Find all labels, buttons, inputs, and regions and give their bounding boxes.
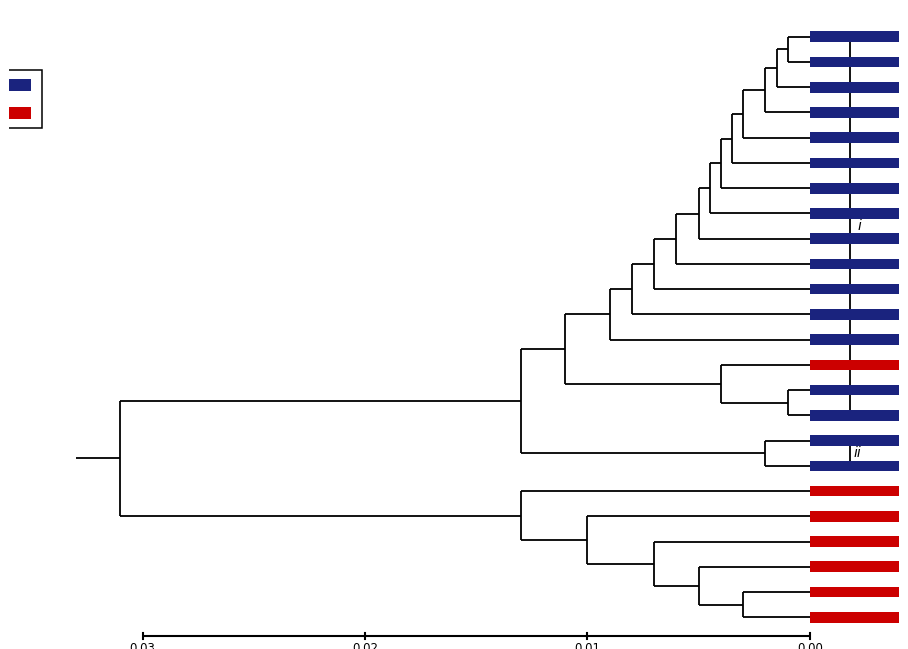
Bar	[810, 82, 908, 93]
Bar	[810, 385, 908, 395]
Text: 0.01: 0.01	[575, 642, 600, 649]
Bar	[810, 56, 908, 67]
Bar	[810, 561, 908, 572]
Bar	[810, 208, 908, 219]
Bar	[810, 612, 908, 622]
Bar	[810, 158, 908, 168]
Text: 0.00: 0.00	[797, 642, 823, 649]
FancyBboxPatch shape	[0, 69, 43, 128]
Bar	[810, 107, 908, 118]
Text: 0.03: 0.03	[130, 642, 155, 649]
Bar	[810, 31, 908, 42]
Text: 0.02: 0.02	[352, 642, 378, 649]
Bar	[810, 334, 908, 345]
Bar	[810, 435, 908, 446]
Bar	[810, 410, 908, 421]
Text: ii: ii	[854, 447, 861, 460]
Text: i: i	[857, 219, 861, 233]
Bar	[810, 511, 908, 522]
Bar	[810, 360, 908, 370]
Bar	[810, 284, 908, 295]
Bar	[810, 485, 908, 496]
Bar	[810, 587, 908, 597]
Bar	[0, 79, 31, 91]
Bar	[810, 461, 908, 471]
Bar	[810, 309, 908, 320]
Bar	[810, 132, 908, 143]
Bar	[0, 107, 31, 119]
Bar	[810, 536, 908, 547]
Bar	[810, 234, 908, 244]
Bar	[810, 183, 908, 193]
Bar	[810, 259, 908, 269]
